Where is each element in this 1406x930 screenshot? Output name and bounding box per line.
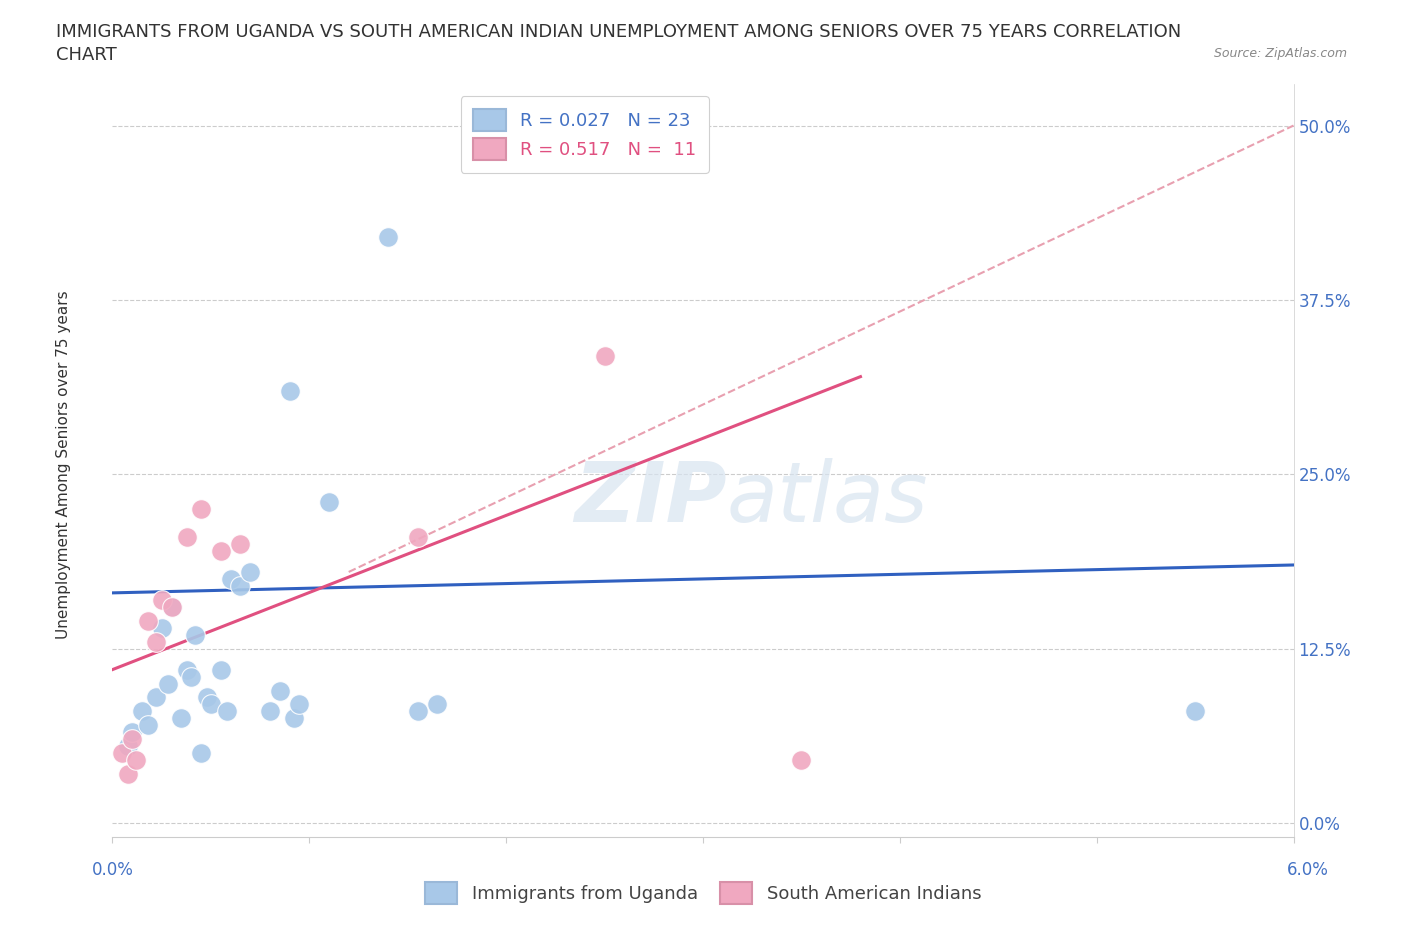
- Point: [259, 704, 281, 719]
- Point: [377, 230, 399, 245]
- Point: [195, 690, 218, 705]
- Point: [190, 502, 212, 517]
- Point: [318, 495, 340, 510]
- Point: [209, 662, 232, 677]
- Text: 0.0%: 0.0%: [91, 861, 134, 879]
- Point: [160, 600, 183, 615]
- Point: [406, 530, 429, 545]
- Point: [288, 698, 311, 712]
- Point: [136, 718, 159, 733]
- Point: [209, 543, 232, 558]
- Point: [269, 683, 291, 698]
- Point: [136, 614, 159, 629]
- Text: IMMIGRANTS FROM UGANDA VS SOUTH AMERICAN INDIAN UNEMPLOYMENT AMONG SENIORS OVER : IMMIGRANTS FROM UGANDA VS SOUTH AMERICAN…: [56, 23, 1181, 41]
- Point: [145, 634, 167, 649]
- Text: 6.0%: 6.0%: [1286, 861, 1329, 879]
- Point: [111, 746, 134, 761]
- Point: [283, 711, 305, 725]
- Text: ZIP: ZIP: [574, 458, 727, 538]
- Point: [131, 704, 153, 719]
- Point: [190, 746, 212, 761]
- Point: [150, 592, 173, 607]
- Legend: R = 0.027   N = 23, R = 0.517   N =  11: R = 0.027 N = 23, R = 0.517 N = 11: [461, 97, 709, 173]
- Point: [117, 738, 139, 753]
- Point: [593, 349, 616, 364]
- Point: [180, 670, 202, 684]
- Legend: Immigrants from Uganda, South American Indians: Immigrants from Uganda, South American I…: [418, 875, 988, 911]
- Text: Unemployment Among Seniors over 75 years: Unemployment Among Seniors over 75 years: [56, 291, 70, 639]
- Point: [229, 578, 252, 593]
- Point: [170, 711, 193, 725]
- Point: [790, 753, 813, 768]
- Point: [239, 565, 262, 579]
- Point: [278, 383, 301, 398]
- Point: [176, 662, 198, 677]
- Point: [219, 571, 242, 587]
- Point: [1184, 704, 1206, 719]
- Point: [215, 704, 238, 719]
- Point: [156, 676, 179, 691]
- Point: [117, 766, 139, 781]
- Point: [125, 753, 148, 768]
- Point: [121, 725, 143, 740]
- Point: [121, 732, 143, 747]
- Point: [426, 698, 449, 712]
- Point: [200, 698, 222, 712]
- Text: Source: ZipAtlas.com: Source: ZipAtlas.com: [1213, 46, 1347, 60]
- Point: [160, 600, 183, 615]
- Point: [184, 628, 207, 643]
- Point: [145, 690, 167, 705]
- Text: CHART: CHART: [56, 46, 117, 64]
- Point: [229, 537, 252, 551]
- Text: atlas: atlas: [727, 458, 928, 538]
- Point: [176, 530, 198, 545]
- Point: [150, 620, 173, 635]
- Point: [406, 704, 429, 719]
